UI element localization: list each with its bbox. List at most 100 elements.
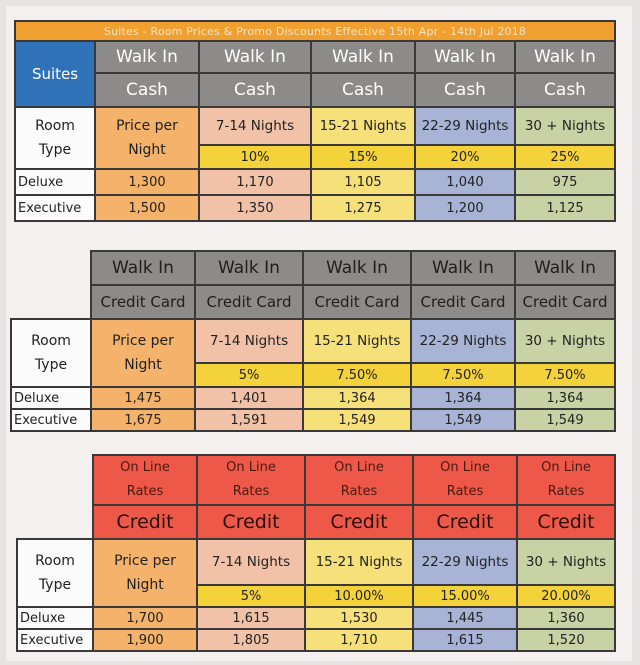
cash-header: Cash <box>310 72 416 108</box>
price-cell: 1,200 <box>414 194 516 222</box>
price-cell: 1,360 <box>516 606 616 630</box>
walk-in-header: Walk In <box>90 250 196 286</box>
credit-card-price-table: Walk In Walk In Walk In Walk In Walk In … <box>10 250 616 432</box>
price-cell: 1,125 <box>514 194 616 222</box>
price-per-night-line: Price per <box>112 333 174 349</box>
price-cell: 1,275 <box>310 194 416 222</box>
empty-corner <box>11 285 91 319</box>
discount-cell: 15% <box>310 144 416 170</box>
price-cell: 1,615 <box>196 606 306 630</box>
online-rates-header: On Line Rates <box>92 454 198 506</box>
nights-22-29-header: 22-29 Nights <box>410 318 516 364</box>
price-cell: 1,700 <box>92 606 198 630</box>
nights-15-21-header: 15-21 Nights <box>310 106 416 146</box>
rates-line: Rates <box>446 484 484 499</box>
row-label-deluxe: Deluxe <box>16 606 94 630</box>
suites-label: Suites <box>14 40 96 108</box>
online-rates-header: On Line Rates <box>516 454 616 506</box>
row-label-deluxe: Deluxe <box>14 168 96 196</box>
discount-cell: 5% <box>196 584 306 608</box>
price-cell: 1,350 <box>198 194 312 222</box>
price-cell: 1,900 <box>92 628 198 652</box>
room-type-line: Type <box>38 142 72 158</box>
room-type-line: Type <box>38 577 72 593</box>
cash-header: Cash <box>198 72 312 108</box>
rates-line: Rates <box>232 484 270 499</box>
price-cell: 1,710 <box>304 628 414 652</box>
discount-cell: 5% <box>194 362 304 388</box>
nights-22-29-header: 22-29 Nights <box>412 538 518 586</box>
row-label-deluxe: Deluxe <box>10 386 92 410</box>
online-line: On Line <box>334 460 384 475</box>
room-type-label: Room Type <box>16 538 94 608</box>
credit-card-header: Credit Card <box>514 284 616 320</box>
row-label-executive: Executive <box>10 408 92 432</box>
price-cell: 1,675 <box>90 408 196 432</box>
nights-7-14-header: 7-14 Nights <box>194 318 304 364</box>
discount-cell: 15.00% <box>412 584 518 608</box>
online-line: On Line <box>541 460 591 475</box>
price-cell: 1,300 <box>94 168 200 196</box>
walk-in-header: Walk In <box>514 40 616 74</box>
price-cell: 1,549 <box>302 408 412 432</box>
cash-header: Cash <box>414 72 516 108</box>
nights-7-14-header: 7-14 Nights <box>196 538 306 586</box>
price-cell: 1,805 <box>196 628 306 652</box>
price-per-night-line: Night <box>124 357 162 373</box>
price-per-night-label: Price per Night <box>90 318 196 388</box>
price-per-night-label: Price per Night <box>92 538 198 608</box>
walk-in-header: Walk In <box>514 250 616 286</box>
room-type-line: Room <box>31 333 71 349</box>
discount-cell: 10.00% <box>304 584 414 608</box>
rates-line: Rates <box>547 484 585 499</box>
price-cell: 1,549 <box>410 408 516 432</box>
credit-card-header: Credit Card <box>410 284 516 320</box>
credit-header: Credit <box>196 504 306 540</box>
credit-card-header: Credit Card <box>90 284 196 320</box>
online-rates-header: On Line Rates <box>412 454 518 506</box>
walk-in-header: Walk In <box>94 40 200 74</box>
table-row: Deluxe 1,700 1,615 1,530 1,445 1,360 <box>16 606 616 630</box>
discount-cell: 10% <box>198 144 312 170</box>
price-per-night-line: Price per <box>114 553 176 569</box>
room-type-line: Room <box>35 118 75 134</box>
price-cell: 1,364 <box>514 386 616 410</box>
price-cell: 1,401 <box>194 386 304 410</box>
room-type-line: Type <box>34 357 68 373</box>
walk-in-header: Walk In <box>310 40 416 74</box>
nights-30-header: 30 + Nights <box>514 106 616 146</box>
table-row: Executive 1,500 1,350 1,275 1,200 1,125 <box>14 194 616 222</box>
price-cell: 1,475 <box>90 386 196 410</box>
price-cell: 1,364 <box>302 386 412 410</box>
price-cell: 1,591 <box>194 408 304 432</box>
credit-header: Credit <box>412 504 518 540</box>
room-type-label: Room Type <box>10 318 92 388</box>
promo-banner: Suites - Room Prices & Promo Discounts E… <box>14 20 616 42</box>
price-per-night-line: Night <box>128 142 166 158</box>
row-label-executive: Executive <box>14 194 96 222</box>
online-rates-header: On Line Rates <box>196 454 306 506</box>
price-per-night-line: Price per <box>116 118 178 134</box>
credit-card-header: Credit Card <box>194 284 304 320</box>
price-cell: 1,549 <box>514 408 616 432</box>
discount-cell: 7.50% <box>410 362 516 388</box>
table-row: Executive 1,900 1,805 1,710 1,615 1,520 <box>16 628 616 652</box>
walk-in-header: Walk In <box>194 250 304 286</box>
online-price-table: On Line Rates On Line Rates On Line Rate… <box>16 454 616 652</box>
room-type-label: Room Type <box>14 106 96 170</box>
walk-in-header: Walk In <box>414 40 516 74</box>
discount-cell: 7.50% <box>302 362 412 388</box>
price-cell: 975 <box>514 168 616 196</box>
row-label-executive: Executive <box>16 628 94 652</box>
table-row: Deluxe 1,475 1,401 1,364 1,364 1,364 <box>10 386 616 410</box>
price-sheet: Suites - Room Prices & Promo Discounts E… <box>6 6 632 661</box>
credit-card-header: Credit Card <box>302 284 412 320</box>
price-cell: 1,364 <box>410 386 516 410</box>
price-cell: 1,105 <box>310 168 416 196</box>
online-line: On Line <box>226 460 276 475</box>
credit-header: Credit <box>92 504 198 540</box>
nights-7-14-header: 7-14 Nights <box>198 106 312 146</box>
price-cell: 1,615 <box>412 628 518 652</box>
discount-cell: 20.00% <box>516 584 616 608</box>
credit-header: Credit <box>516 504 616 540</box>
